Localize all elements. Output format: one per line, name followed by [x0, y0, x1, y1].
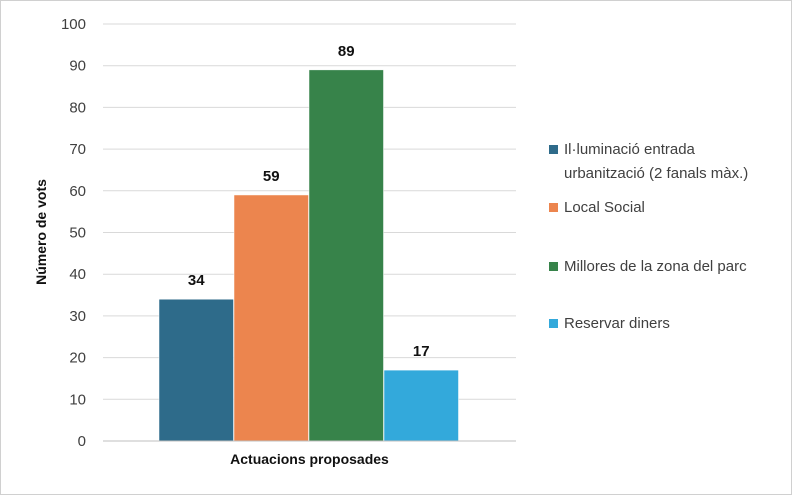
data-label: 34	[188, 272, 205, 289]
data-labels: 34 59 89 17	[188, 43, 430, 360]
legend-label: Reservar diners	[564, 315, 670, 332]
bar	[233, 194, 309, 442]
data-label: 17	[413, 343, 430, 360]
legend-swatch	[549, 145, 558, 154]
legend-swatch	[549, 203, 558, 212]
y-tick-label: 100	[61, 16, 86, 33]
x-axis-title: Actuacions proposades	[230, 451, 389, 467]
data-label: 59	[263, 168, 280, 185]
y-tick-label: 40	[69, 266, 86, 283]
y-tick-label: 30	[69, 308, 86, 325]
y-tick-label: 10	[69, 391, 86, 408]
y-tick-label: 70	[69, 141, 86, 158]
legend-label: Millores de la zona del parc	[564, 258, 747, 275]
legend: Il·luminació entrada urbanització (2 fana…	[549, 141, 748, 332]
y-tick-label: 90	[69, 58, 86, 75]
y-axis-title: Número de vots	[33, 179, 49, 285]
legend-label: Local Social	[564, 199, 645, 216]
data-label: 89	[338, 43, 355, 60]
bars	[158, 69, 459, 442]
legend-swatch	[549, 319, 558, 328]
bar	[158, 298, 234, 442]
legend-swatch	[549, 262, 558, 271]
bar	[308, 69, 384, 442]
y-tick-label: 50	[69, 225, 86, 242]
y-tick-label: 20	[69, 350, 86, 367]
y-tick-label: 60	[69, 183, 86, 200]
legend-label: urbanització (2 fanals màx.)	[564, 165, 748, 182]
y-tick-label: 80	[69, 99, 86, 116]
y-tick-label: 0	[78, 433, 86, 450]
y-axis-ticks: 0 10 20 30 40 50 60 70 80 90 100	[61, 16, 86, 450]
bar	[383, 369, 459, 442]
legend-label: Il·luminació entrada	[564, 141, 696, 158]
